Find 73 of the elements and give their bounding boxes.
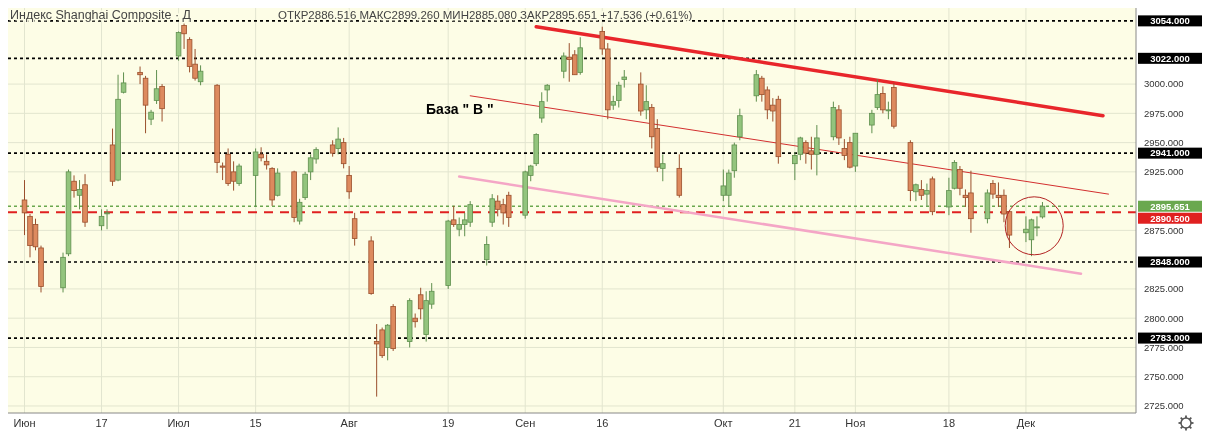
candlestick bbox=[71, 174, 77, 199]
x-tick-label: 16 bbox=[596, 417, 609, 429]
annotation: База " В " bbox=[426, 101, 494, 117]
candlestick bbox=[302, 171, 308, 201]
x-tick-label: 17 bbox=[95, 417, 108, 429]
candlestick bbox=[346, 165, 352, 200]
candlestick bbox=[335, 126, 341, 155]
y-tick-label: 2800.000 bbox=[1144, 312, 1184, 324]
y-tick-label: 2725.000 bbox=[1144, 400, 1184, 412]
ref-line-label: 2895.651 bbox=[1150, 200, 1191, 212]
candlestick bbox=[197, 64, 204, 86]
x-tick-label: Июл bbox=[167, 417, 190, 429]
candlestick bbox=[924, 183, 930, 207]
x-tick-label: 18 bbox=[942, 417, 956, 429]
candlestick bbox=[869, 109, 875, 134]
candlestick bbox=[913, 183, 919, 202]
candlestick bbox=[874, 78, 881, 111]
candlestick bbox=[296, 198, 303, 226]
x-tick-label: Июн bbox=[13, 417, 36, 429]
candlestick bbox=[137, 66, 143, 85]
x-tick-label: 19 bbox=[442, 417, 455, 429]
candlestick bbox=[384, 323, 391, 361]
candlestick bbox=[737, 108, 743, 141]
y-tick-label: 2775.000 bbox=[1144, 341, 1184, 353]
y-tick-label: 2750.000 bbox=[1144, 371, 1184, 383]
x-tick-label: 21 bbox=[788, 417, 801, 429]
y-tick-label: 2825.000 bbox=[1144, 283, 1184, 295]
ref-line-label: 3022.000 bbox=[1150, 52, 1190, 64]
ref-line-label: 2890.500 bbox=[1150, 212, 1190, 224]
candlestick bbox=[76, 179, 83, 210]
candlestick bbox=[489, 193, 495, 228]
candlestick bbox=[236, 163, 242, 187]
candlestick bbox=[450, 205, 457, 228]
y-tick-label: 3000.000 bbox=[1144, 78, 1184, 90]
x-tick-label: 15 bbox=[249, 417, 262, 429]
candlestick bbox=[417, 287, 424, 320]
candlestick bbox=[252, 147, 259, 208]
y-tick-label: 2950.000 bbox=[1144, 136, 1184, 148]
candlestick bbox=[539, 91, 545, 124]
candlestick bbox=[258, 146, 264, 162]
candlestick bbox=[159, 83, 165, 123]
ref-line-label: 2783.000 bbox=[1150, 332, 1190, 344]
candlestick bbox=[880, 85, 886, 114]
y-tick-label: 2925.000 bbox=[1144, 166, 1184, 178]
candlestick bbox=[918, 179, 925, 201]
candlestick bbox=[616, 81, 622, 108]
candlestick bbox=[643, 84, 650, 120]
candlestick bbox=[660, 153, 666, 182]
ref-line-label: 3054.000 bbox=[1150, 15, 1190, 27]
y-tick-label: 2875.000 bbox=[1144, 224, 1184, 236]
candlestick bbox=[483, 235, 490, 267]
x-tick-label: Ноя bbox=[845, 417, 866, 429]
y-tick-label: 2975.000 bbox=[1144, 107, 1184, 119]
candlestick bbox=[153, 69, 160, 105]
candlestick bbox=[957, 165, 963, 196]
candlestick bbox=[148, 109, 154, 126]
x-tick-label: Окт bbox=[714, 417, 733, 429]
x-tick-label: Авг bbox=[340, 417, 358, 429]
candlestick bbox=[340, 137, 347, 169]
x-tick-label: Сен bbox=[515, 417, 536, 429]
candlestick bbox=[814, 124, 820, 176]
chart-title: Индекс Shanghai Composite · Д bbox=[10, 8, 192, 22]
chart-subtitle: ОТКР2886.516 МАКС2899.260 МИН2885.080 ЗАКР2895.651 +17.536 (+0.61%) bbox=[278, 9, 693, 21]
candlestick bbox=[351, 212, 358, 247]
candlestick bbox=[753, 69, 760, 103]
candlestick bbox=[274, 167, 281, 197]
candlestick bbox=[561, 51, 567, 79]
ref-line-label: 2848.000 bbox=[1150, 256, 1190, 268]
candlestick bbox=[98, 208, 105, 231]
candlestick bbox=[21, 179, 28, 236]
candlestick bbox=[175, 30, 182, 62]
x-tick-label: Дек bbox=[1016, 417, 1036, 429]
ref-line-label: 2941.000 bbox=[1150, 147, 1190, 159]
